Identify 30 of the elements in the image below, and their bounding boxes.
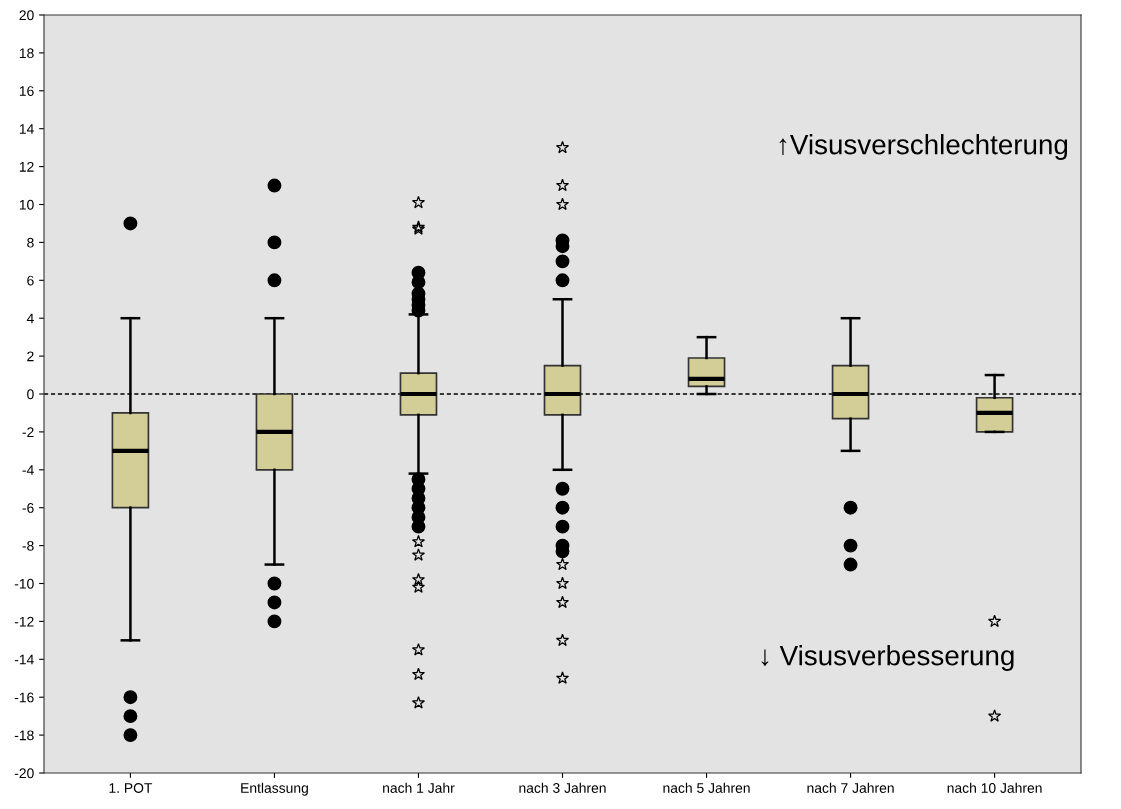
y-tick-label: 8	[27, 237, 34, 248]
y-tick-label: -2	[22, 427, 34, 437]
y-tick-label: 2	[27, 351, 34, 362]
y-tick-label: -6	[22, 503, 34, 513]
y-tick-label: -4	[22, 465, 34, 475]
y-tick-label: -12	[14, 616, 34, 627]
x-tick-label: nach 3 Jahren	[519, 782, 606, 793]
y-tick-label: 18	[19, 48, 34, 59]
x-tick-label: 1. POT	[109, 783, 153, 793]
y-tick-label: 0	[27, 389, 34, 400]
y-tick-label: 10	[19, 199, 34, 210]
x-tick-label: nach 1 Jahr	[383, 782, 455, 793]
y-tick-label: 20	[19, 10, 34, 21]
x-tick-label: nach 5 Jahren	[663, 782, 750, 793]
y-tick-label: 12	[19, 161, 34, 172]
x-tick-label: nach 10 Jahren	[947, 782, 1042, 793]
y-tick-label: -14	[14, 654, 34, 665]
y-tick-label: 14	[19, 124, 34, 134]
y-tick-label: -18	[14, 730, 34, 741]
y-tick-label: 4	[26, 313, 34, 324]
y-tick-label: 6	[27, 275, 34, 286]
x-tick-label: nach 7 Jahren	[807, 782, 894, 793]
y-tick-label: 16	[19, 86, 34, 96]
y-tick-label: -8	[22, 540, 34, 551]
y-tick-label: -16	[14, 692, 34, 703]
x-tick-label: Entlassung	[241, 782, 308, 796]
y-tick-label: -20	[14, 768, 34, 779]
annotation: ↑Visusverschlechterung	[779, 134, 1068, 160]
annotation: ↓ Visusverbesserung	[761, 645, 1014, 671]
y-tick-label: -10	[14, 578, 34, 589]
